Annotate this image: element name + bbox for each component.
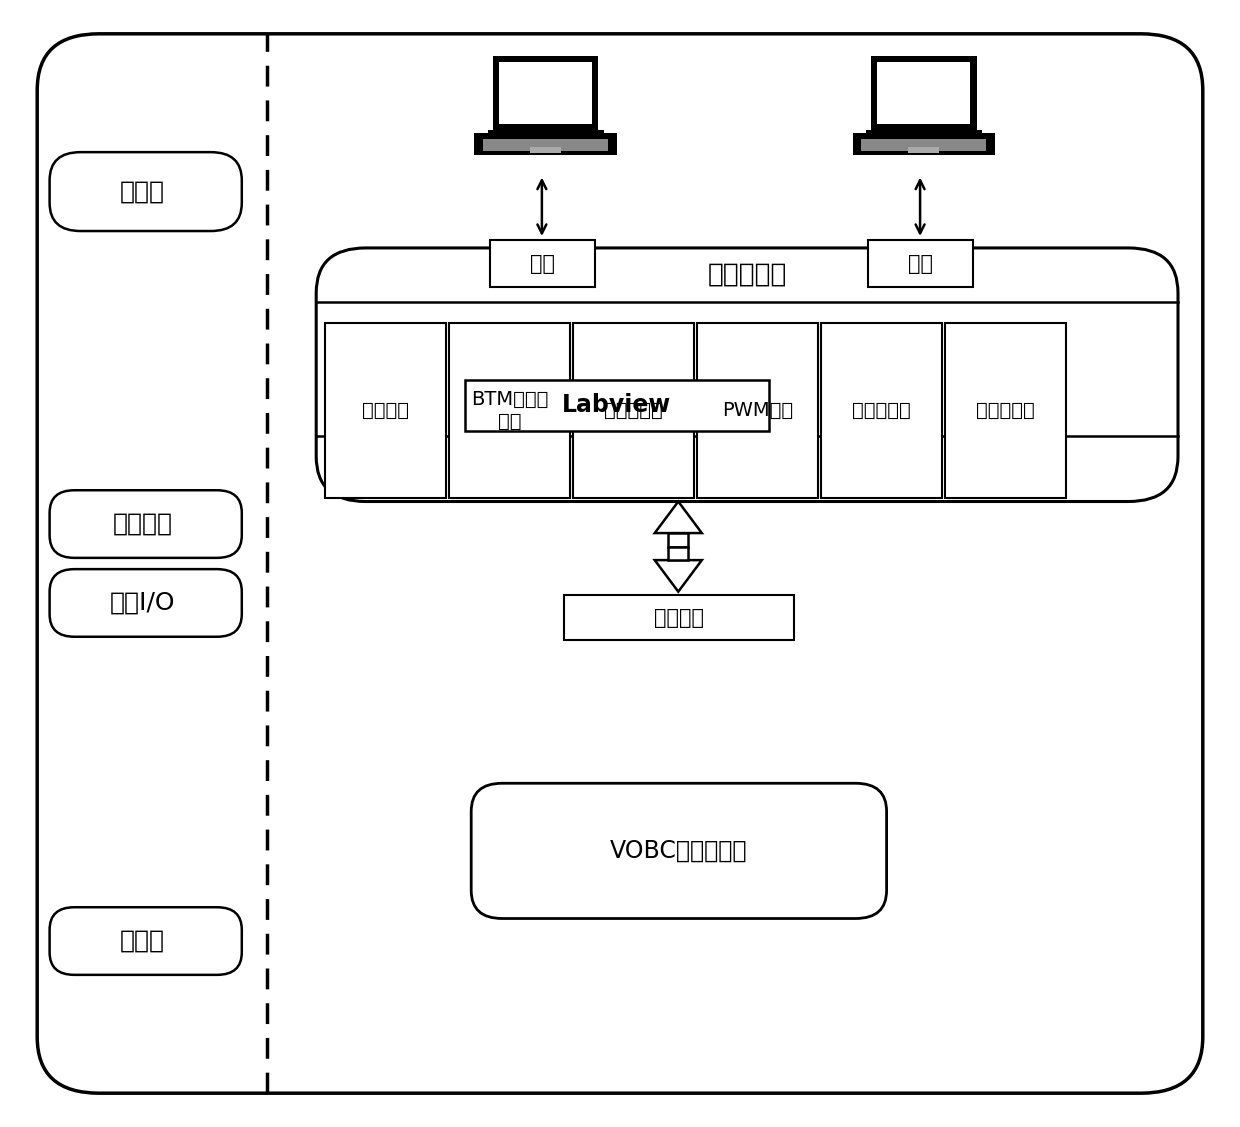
FancyBboxPatch shape: [870, 56, 977, 130]
Text: 速度模拟: 速度模拟: [362, 401, 409, 420]
Text: PWM采集: PWM采集: [722, 401, 794, 420]
Text: 开关量采集: 开关量采集: [976, 401, 1035, 420]
Polygon shape: [668, 533, 688, 547]
Text: 模拟量采集: 模拟量采集: [604, 401, 663, 420]
FancyBboxPatch shape: [37, 34, 1203, 1093]
FancyBboxPatch shape: [465, 380, 769, 431]
Text: 开关量驱动: 开关量驱动: [852, 401, 911, 420]
FancyBboxPatch shape: [908, 148, 940, 153]
FancyBboxPatch shape: [866, 130, 982, 133]
FancyBboxPatch shape: [697, 323, 818, 498]
FancyBboxPatch shape: [564, 595, 794, 640]
Text: 车载适配器: 车载适配器: [707, 261, 787, 289]
FancyBboxPatch shape: [449, 323, 570, 498]
Polygon shape: [655, 502, 702, 533]
Text: 硬件I/O: 硬件I/O: [110, 591, 175, 615]
Text: VOBC车载控制器: VOBC车载控制器: [610, 838, 748, 863]
FancyBboxPatch shape: [945, 323, 1066, 498]
FancyBboxPatch shape: [50, 907, 242, 975]
Text: BTM和雷达
模拟: BTM和雷达 模拟: [471, 390, 548, 432]
Text: 上位机: 上位机: [120, 179, 165, 204]
FancyBboxPatch shape: [50, 490, 242, 558]
FancyBboxPatch shape: [490, 240, 595, 287]
Text: 网络: 网络: [529, 254, 556, 274]
FancyBboxPatch shape: [494, 56, 599, 130]
FancyBboxPatch shape: [853, 133, 994, 154]
Polygon shape: [668, 547, 688, 560]
FancyBboxPatch shape: [50, 152, 242, 231]
Text: 网络: 网络: [908, 254, 934, 274]
FancyBboxPatch shape: [821, 323, 942, 498]
FancyBboxPatch shape: [878, 62, 970, 124]
FancyBboxPatch shape: [487, 130, 604, 133]
FancyBboxPatch shape: [573, 323, 694, 498]
FancyBboxPatch shape: [500, 62, 591, 124]
FancyBboxPatch shape: [862, 140, 986, 151]
FancyBboxPatch shape: [475, 133, 616, 154]
FancyBboxPatch shape: [316, 248, 1178, 502]
FancyBboxPatch shape: [325, 323, 446, 498]
Text: 被测物: 被测物: [120, 929, 165, 953]
FancyBboxPatch shape: [50, 569, 242, 637]
FancyBboxPatch shape: [529, 148, 562, 153]
FancyBboxPatch shape: [868, 240, 973, 287]
Text: 实时系统: 实时系统: [113, 512, 172, 536]
FancyBboxPatch shape: [484, 140, 608, 151]
FancyBboxPatch shape: [471, 783, 887, 919]
Text: Labview: Labview: [562, 393, 672, 417]
Polygon shape: [655, 560, 702, 592]
Text: 自制线缆: 自制线缆: [653, 607, 704, 628]
